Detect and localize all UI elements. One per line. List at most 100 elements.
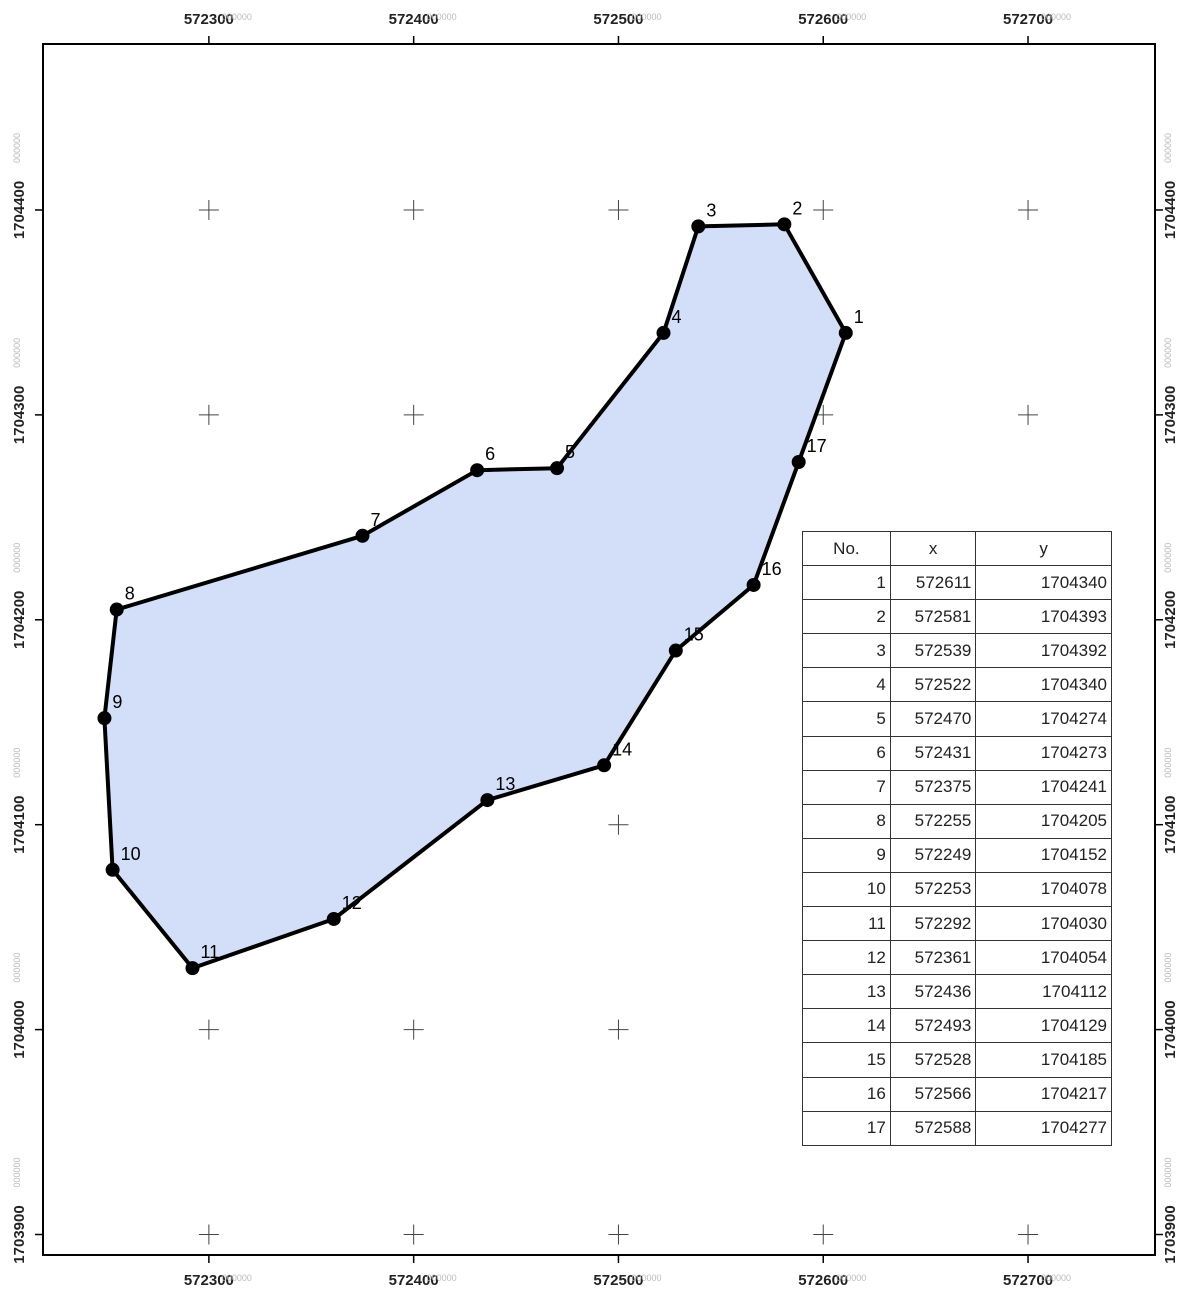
vertex-label-8: 8 xyxy=(125,584,135,604)
y-tick-suffix: 000000 xyxy=(1163,338,1173,368)
x-tick-suffix: 000000 xyxy=(222,1273,252,1283)
x-tick-suffix: 000000 xyxy=(427,12,457,22)
vertex-label-2: 2 xyxy=(792,198,802,218)
y-tick-suffix: 000000 xyxy=(1163,953,1173,983)
vertex-point-8 xyxy=(109,602,124,617)
table-row: 10 572253 1704078 xyxy=(802,871,1112,908)
vertex-label-4: 4 xyxy=(672,307,682,327)
y-tick-suffix: 000000 xyxy=(12,133,22,163)
vertex-point-7 xyxy=(355,528,370,543)
cell-x: 572539 xyxy=(889,633,977,669)
vertex-point-17 xyxy=(791,455,806,470)
cell-no: 10 xyxy=(802,871,891,908)
table-row: 15 572528 1704185 xyxy=(802,1042,1112,1078)
table-row: 2 572581 1704393 xyxy=(802,599,1112,635)
y-tick-label: 1703900 xyxy=(11,1205,28,1263)
cell-y: 1704078 xyxy=(975,871,1112,908)
cell-y: 1704205 xyxy=(975,803,1112,839)
y-tick-suffix: 000000 xyxy=(12,953,22,983)
x-tick-suffix: 000000 xyxy=(836,1273,866,1283)
vertex-label-10: 10 xyxy=(121,844,141,864)
vertex-label-13: 13 xyxy=(495,774,515,794)
x-tick-suffix: 000000 xyxy=(1041,1273,1071,1283)
x-tick-suffix: 000000 xyxy=(222,12,252,22)
table-row: 16 572566 1704217 xyxy=(802,1076,1112,1112)
y-tick-suffix: 000000 xyxy=(12,543,22,573)
vertex-label-16: 16 xyxy=(762,559,782,579)
vertex-points xyxy=(97,217,853,976)
cell-no: 17 xyxy=(802,1110,891,1146)
cell-y: 1704393 xyxy=(975,599,1112,635)
vertex-label-1: 1 xyxy=(854,307,864,327)
x-tick-suffix: 000000 xyxy=(836,12,866,22)
y-tick-label: 1704200 xyxy=(11,591,28,649)
cell-y: 1704129 xyxy=(975,1008,1112,1044)
x-tick-label: 572400 xyxy=(389,11,439,28)
vertex-point-3 xyxy=(691,219,706,234)
cell-y: 1704152 xyxy=(975,837,1112,873)
cell-y: 1704241 xyxy=(975,769,1112,805)
vertex-label-14: 14 xyxy=(612,739,632,759)
cell-y: 1704112 xyxy=(975,974,1112,1010)
x-tick-suffix: 000000 xyxy=(1041,12,1071,22)
cell-y: 1704340 xyxy=(975,667,1112,703)
cell-x: 572581 xyxy=(889,599,977,635)
y-tick-suffix: 000000 xyxy=(1163,748,1173,778)
cell-y: 1704340 xyxy=(975,565,1112,601)
vertex-point-11 xyxy=(185,961,200,976)
table-row: 6 572431 1704273 xyxy=(802,735,1112,771)
y-tick-suffix: 000000 xyxy=(12,1157,22,1187)
cell-x: 572528 xyxy=(889,1042,977,1078)
x-tick-suffix: 000000 xyxy=(631,1273,661,1283)
y-tick-suffix: 000000 xyxy=(1163,1157,1173,1187)
vertex-point-12 xyxy=(326,911,341,926)
cell-no: 14 xyxy=(802,1008,891,1044)
cell-y: 1704185 xyxy=(975,1042,1112,1078)
y-tick-suffix: 000000 xyxy=(1163,133,1173,163)
cell-y: 1704273 xyxy=(975,735,1112,771)
cell-x: 572249 xyxy=(889,837,977,873)
vertex-point-4 xyxy=(656,325,671,340)
cell-no: 6 xyxy=(802,735,891,771)
cell-no: 8 xyxy=(802,803,891,839)
cell-y: 1704030 xyxy=(975,906,1112,942)
x-tick-suffix: 000000 xyxy=(427,1273,457,1283)
x-tick-label: 572500 xyxy=(593,11,643,28)
x-tick-label: 572300 xyxy=(184,11,234,28)
table-row: 14 572493 1704129 xyxy=(802,1008,1112,1044)
vertex-label-3: 3 xyxy=(706,200,716,220)
y-tick-label: 1704200 xyxy=(1162,591,1179,649)
cell-no: 12 xyxy=(802,940,891,976)
left-y-axis-labels: 1704400 000000 1704300 000000 1704200 000000 1… xyxy=(11,133,43,1264)
vertex-label-11: 11 xyxy=(200,942,219,962)
y-tick-label: 1704300 xyxy=(11,386,28,444)
table-row: 12 572361 1704054 xyxy=(802,940,1112,976)
coordinate-table: No. x y 1 572611 1704340 2 572581 1704393 3 572… xyxy=(802,530,1112,1146)
cell-y: 1704217 xyxy=(975,1076,1112,1112)
x-tick-label: 572700 xyxy=(1003,1272,1053,1289)
cell-no: 4 xyxy=(802,667,891,703)
cell-x: 572375 xyxy=(889,769,977,805)
table-header-row: No. x y xyxy=(802,530,1112,567)
cell-x: 572292 xyxy=(889,906,977,942)
x-tick-label: 572500 xyxy=(593,1272,643,1289)
vertex-label-7: 7 xyxy=(370,510,380,530)
cell-y: 1704277 xyxy=(975,1110,1112,1146)
column-header-y: y xyxy=(975,530,1112,567)
vertex-label-17: 17 xyxy=(807,436,827,456)
vertex-label-12: 12 xyxy=(342,893,362,913)
cell-y: 1704392 xyxy=(975,633,1112,669)
table-row: 3 572539 1704392 xyxy=(802,633,1112,669)
cell-x: 572470 xyxy=(889,701,977,737)
cell-no: 2 xyxy=(802,599,891,635)
cell-y: 1704054 xyxy=(975,940,1112,976)
cell-x: 572566 xyxy=(889,1076,977,1112)
vertex-point-15 xyxy=(668,643,683,658)
cell-no: 11 xyxy=(802,906,891,942)
vertex-point-13 xyxy=(480,793,495,808)
vertex-label-6: 6 xyxy=(485,444,495,464)
vertex-point-2 xyxy=(777,217,792,232)
table-row: 1 572611 1704340 xyxy=(802,565,1112,601)
